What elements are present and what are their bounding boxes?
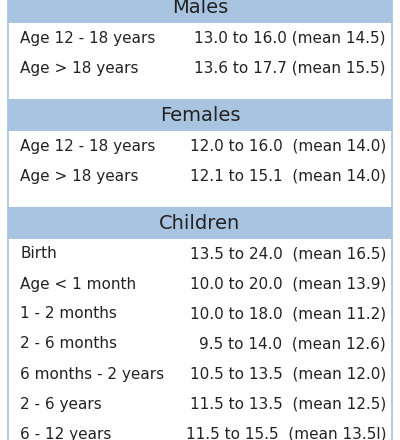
Text: Females: Females <box>160 106 240 125</box>
Bar <box>8 239 392 440</box>
Text: Age 12 - 18 years: Age 12 - 18 years <box>20 30 155 45</box>
Text: Birth: Birth <box>20 246 57 261</box>
Text: Males: Males <box>172 0 228 17</box>
Bar <box>8 99 392 131</box>
Bar <box>8 131 392 191</box>
Text: 2 - 6 years: 2 - 6 years <box>20 396 102 411</box>
Text: Age < 1 month: Age < 1 month <box>20 276 136 291</box>
Text: 6 months - 2 years: 6 months - 2 years <box>20 367 164 381</box>
Text: Age 12 - 18 years: Age 12 - 18 years <box>20 139 155 154</box>
Text: 13.0 to 16.0 (mean 14.5): 13.0 to 16.0 (mean 14.5) <box>194 30 386 45</box>
Text: 10.5 to 13.5  (mean 12.0): 10.5 to 13.5 (mean 12.0) <box>190 367 386 381</box>
Text: 10.0 to 20.0  (mean 13.9): 10.0 to 20.0 (mean 13.9) <box>190 276 386 291</box>
Bar <box>8 23 392 83</box>
Text: 6 - 12 years: 6 - 12 years <box>20 426 111 440</box>
Text: 2 - 6 months: 2 - 6 months <box>20 337 117 352</box>
Text: Age > 18 years: Age > 18 years <box>20 169 138 183</box>
Bar <box>8 207 392 239</box>
Text: 10.0 to 18.0  (mean 11.2): 10.0 to 18.0 (mean 11.2) <box>190 307 386 322</box>
Text: Children: Children <box>159 213 241 232</box>
Text: 13.6 to 17.7 (mean 15.5): 13.6 to 17.7 (mean 15.5) <box>194 61 386 76</box>
Text: 13.5 to 24.0  (mean 16.5): 13.5 to 24.0 (mean 16.5) <box>190 246 386 261</box>
Text: Age > 18 years: Age > 18 years <box>20 61 138 76</box>
Text: 11.5 to 13.5  (mean 12.5): 11.5 to 13.5 (mean 12.5) <box>190 396 386 411</box>
Text: 11.5 to 15.5  (mean 13.5l): 11.5 to 15.5 (mean 13.5l) <box>186 426 386 440</box>
Text: 1 - 2 months: 1 - 2 months <box>20 307 117 322</box>
Bar <box>8 0 392 23</box>
Text: 9.5 to 14.0  (mean 12.6): 9.5 to 14.0 (mean 12.6) <box>199 337 386 352</box>
Text: 12.1 to 15.1  (mean 14.0): 12.1 to 15.1 (mean 14.0) <box>190 169 386 183</box>
Text: 12.0 to 16.0  (mean 14.0): 12.0 to 16.0 (mean 14.0) <box>190 139 386 154</box>
